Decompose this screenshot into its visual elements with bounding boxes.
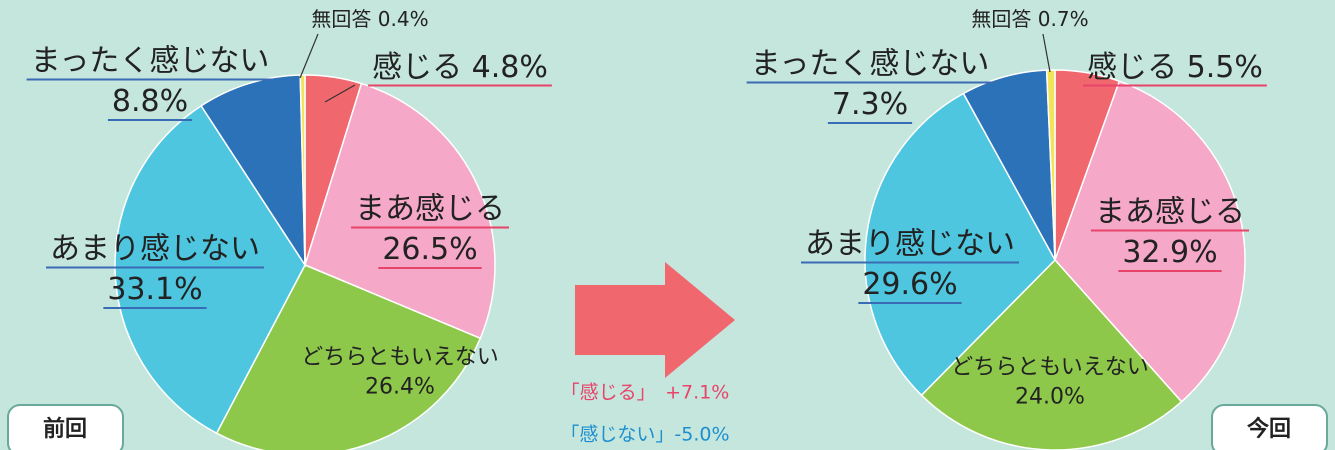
category-name: あまり感じない <box>805 227 1015 262</box>
note: 「感じる」 +7.1% <box>561 382 730 404</box>
value-label: 7.3% <box>832 87 908 122</box>
value-label: 4.8% <box>472 50 548 85</box>
value-label: 29.6% <box>862 267 957 302</box>
pie-slice <box>215 264 482 450</box>
pie-slice <box>1054 80 1246 403</box>
pie-slice <box>200 74 306 268</box>
value-label: 0.7% <box>1038 7 1089 31</box>
category-name: 無回答 <box>971 7 1031 31</box>
category-name: 無回答 <box>311 7 371 31</box>
arrow <box>575 262 735 378</box>
category-name: まあ感じる <box>1095 195 1245 230</box>
value-label: 26.5% <box>382 232 477 267</box>
pie-slice <box>864 92 1056 397</box>
value-label: 0.4% <box>378 7 429 31</box>
chart-title: 今回 <box>1247 416 1291 442</box>
value-label: 32.9% <box>1122 235 1217 270</box>
pie-slice <box>1045 69 1056 261</box>
category-name: あまり感じない <box>50 232 260 267</box>
value-label: 26.4% <box>365 375 435 400</box>
value-label: 33.1% <box>107 272 202 307</box>
category-name: どちらともいえない <box>951 355 1149 380</box>
slice-label: 感じる 4.8% <box>372 50 548 85</box>
leader-line <box>324 84 356 103</box>
value-label: 8.8% <box>112 84 188 119</box>
category-name: まあ感じる <box>355 192 505 227</box>
category-name: 感じる <box>1087 50 1177 85</box>
slice-label: 感じる 5.5% <box>1087 50 1263 85</box>
value-label: 5.5% <box>1187 50 1263 85</box>
category-name: まったく感じない <box>31 44 270 79</box>
leader-line <box>299 33 319 79</box>
pie-slice <box>114 104 306 435</box>
category-name: どちらともいえない <box>301 345 499 370</box>
pie-slice <box>304 82 496 340</box>
leader-line <box>1042 33 1051 73</box>
category-name: まったく感じない <box>751 47 990 82</box>
category-name: 感じる <box>372 50 462 85</box>
note: 「感じない」-5.0% <box>560 424 729 446</box>
badge <box>7 404 124 450</box>
pie-slice <box>299 74 306 266</box>
slice-label: 無回答 0.4% <box>311 7 428 31</box>
value-label: 24.0% <box>1015 385 1085 410</box>
slice-label: 無回答 0.7% <box>971 7 1088 31</box>
badge <box>1211 404 1328 450</box>
chart-title: 前回 <box>43 416 87 442</box>
